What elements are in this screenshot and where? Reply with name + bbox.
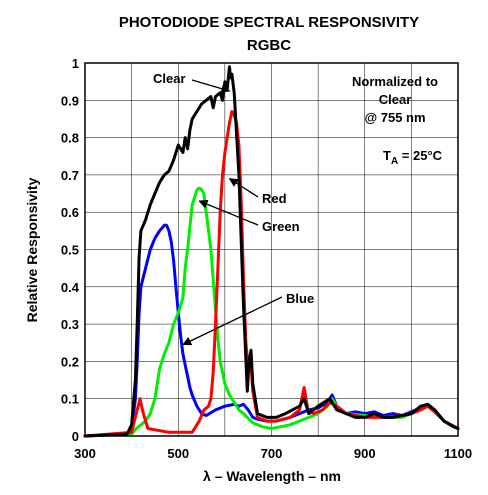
x-tick-label: 500: [167, 446, 189, 461]
y-tick-label: 0.4: [61, 280, 80, 295]
temperature-label: TA = 25°C: [383, 148, 443, 167]
green-label: Green: [262, 219, 300, 234]
axis-ticks: 300 500 700 900 1100 0 0.1 0.2 0.3 0.4 0.5 0.6 0.7 0.…: [61, 56, 472, 461]
y-axis-label: Relative Responsivity: [24, 177, 40, 322]
temperature-symbol: T: [383, 148, 391, 163]
note-line-1: Normalized to: [352, 74, 438, 89]
x-tick-label: 1100: [444, 446, 472, 461]
green-arrow: [198, 199, 259, 226]
blue-arrow: [182, 296, 283, 346]
chart-title: PHOTODIODE SPECTRAL RESPONSIVITY: [119, 14, 419, 31]
red-label: Red: [262, 191, 287, 206]
y-tick-label: 1: [72, 56, 79, 71]
x-tick-label: 700: [261, 446, 283, 461]
clear-arrow: [191, 79, 231, 94]
x-tick-label: 900: [354, 446, 376, 461]
temperature-subscript: A: [391, 156, 398, 167]
y-tick-label: 0.8: [61, 131, 79, 146]
y-tick-label: 0.6: [61, 205, 79, 220]
y-tick-label: 0.7: [61, 168, 79, 183]
note-line-2: Clear: [379, 92, 412, 107]
temperature-value: = 25°C: [398, 148, 442, 163]
grid-lines: [85, 63, 458, 436]
series-layer: [83, 65, 460, 438]
blue-label: Blue: [286, 291, 314, 306]
y-tick-label: 0.5: [61, 243, 79, 258]
y-tick-label: 0.2: [61, 354, 79, 369]
y-tick-label: 0: [72, 429, 79, 444]
clear-series-line: [83, 65, 460, 438]
red-arrow: [228, 178, 259, 198]
blue-series-line: [83, 223, 460, 438]
series-annotations: Clear Red Green Blue: [153, 71, 314, 346]
y-tick-label: 0.1: [61, 392, 79, 407]
clear-label: Clear: [153, 71, 186, 86]
x-axis-label: λ – Wavelength – nm: [203, 468, 341, 484]
normalization-note: Normalized to Clear @ 755 nm: [352, 74, 438, 125]
note-line-3: @ 755 nm: [364, 110, 425, 125]
plot-frame: [84, 62, 459, 437]
x-tick-label: 300: [74, 446, 96, 461]
y-tick-label: 0.9: [61, 93, 79, 108]
y-tick-label: 0.3: [61, 317, 79, 332]
chart-subtitle: RGBC: [247, 37, 291, 54]
